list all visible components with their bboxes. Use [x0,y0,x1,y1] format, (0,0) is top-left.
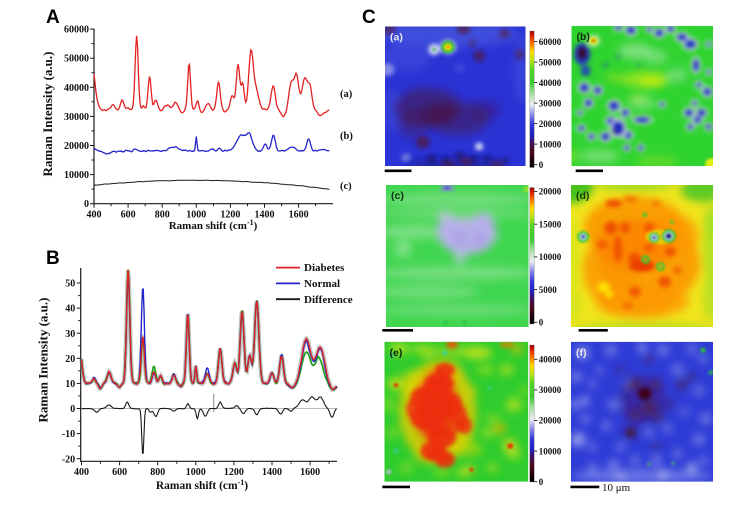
svg-text:600: 600 [112,467,127,478]
svg-text:(e): (e) [390,347,403,359]
svg-text:0: 0 [539,477,544,487]
svg-text:10: 10 [65,379,75,390]
svg-text:50000: 50000 [64,54,89,65]
svg-text:30000: 30000 [539,385,562,395]
svg-text:600: 600 [121,210,136,221]
svg-text:30000: 30000 [539,98,562,108]
svg-text:40000: 40000 [539,355,562,365]
svg-text:40000: 40000 [539,78,562,88]
svg-text:15000: 15000 [539,219,562,229]
svg-text:0: 0 [539,160,544,170]
svg-text:1200: 1200 [220,210,240,221]
svg-text:-20: -20 [62,454,75,465]
svg-text:20000: 20000 [539,119,562,129]
svg-text:800: 800 [150,467,165,478]
svg-text:C: C [362,7,376,28]
svg-text:(b): (b) [577,31,590,43]
svg-text:50000: 50000 [539,57,562,67]
svg-text:1000: 1000 [186,210,206,221]
svg-text:0: 0 [539,318,544,328]
svg-text:A: A [46,7,60,28]
svg-text:0: 0 [70,404,75,415]
svg-text:800: 800 [155,210,170,221]
svg-text:1400: 1400 [255,210,275,221]
svg-text:(a): (a) [390,32,403,44]
svg-text:(d): (d) [576,190,589,202]
svg-text:10000: 10000 [539,446,562,456]
svg-text:50: 50 [65,279,75,290]
svg-text:Normal: Normal [304,278,340,290]
svg-text:(c): (c) [391,190,404,202]
svg-text:Raman Intensity (a.u.): Raman Intensity (a.u.) [40,52,55,177]
svg-text:60000: 60000 [539,37,562,47]
svg-text:20000: 20000 [64,141,89,152]
svg-text:20000: 20000 [539,416,562,426]
svg-text:10000: 10000 [539,139,562,149]
svg-text:30: 30 [65,329,75,340]
svg-text:1200: 1200 [224,467,244,478]
svg-text:40: 40 [65,304,75,315]
svg-text:400: 400 [74,467,89,478]
svg-text:20000: 20000 [539,187,562,197]
svg-text:Raman shift (cm-1): Raman shift (cm-1) [156,478,248,493]
svg-text:(a): (a) [340,89,353,100]
svg-text:Raman shift (cm-1): Raman shift (cm-1) [169,218,258,233]
svg-text:1600: 1600 [300,467,320,478]
svg-text:5000: 5000 [539,285,558,295]
svg-text:(f): (f) [576,347,587,359]
svg-text:20: 20 [65,354,75,365]
svg-text:1400: 1400 [262,467,282,478]
svg-text:B: B [46,248,60,269]
svg-text:Raman Intensity (a.u.): Raman Intensity (a.u.) [36,298,51,423]
svg-text:30000: 30000 [64,112,89,123]
svg-text:(c): (c) [340,181,352,192]
svg-text:1000: 1000 [186,467,206,478]
svg-text:0: 0 [84,199,89,210]
svg-text:60000: 60000 [64,25,89,36]
svg-text:Diabetes: Diabetes [304,262,345,274]
svg-text:40000: 40000 [64,83,89,94]
svg-text:1600: 1600 [289,210,309,221]
svg-text:(b): (b) [340,131,353,142]
svg-text:400: 400 [87,210,102,221]
svg-text:Difference: Difference [304,294,353,306]
svg-text:-10: -10 [62,429,75,440]
svg-text:10 μm: 10 μm [602,482,631,494]
svg-text:10000: 10000 [539,252,562,262]
svg-text:10000: 10000 [64,170,89,181]
